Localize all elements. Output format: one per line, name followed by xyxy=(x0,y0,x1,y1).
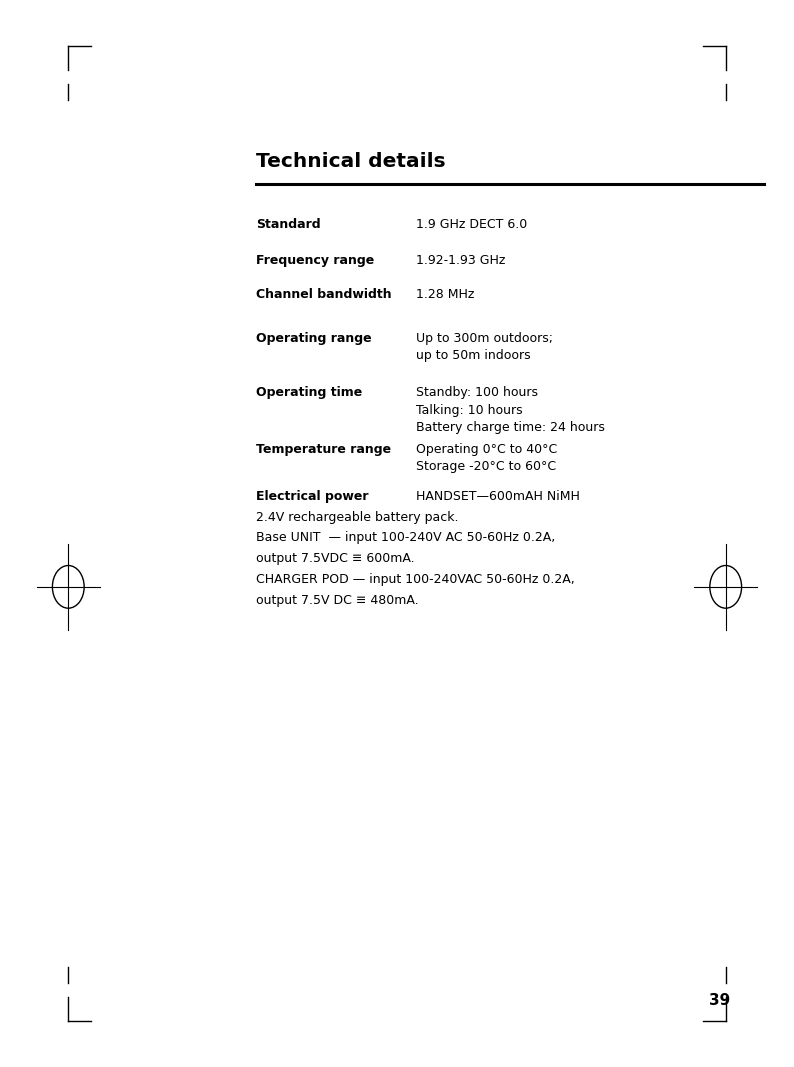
Text: Temperature range: Temperature range xyxy=(256,443,391,456)
Text: CHARGER POD — input 100-240VAC 50-60Hz 0.2A,: CHARGER POD — input 100-240VAC 50-60Hz 0… xyxy=(256,573,574,586)
Text: 39: 39 xyxy=(709,993,730,1008)
Text: HANDSET—600mAH NiMH: HANDSET—600mAH NiMH xyxy=(416,490,580,503)
Text: 1.92-1.93 GHz: 1.92-1.93 GHz xyxy=(416,254,506,267)
Text: output 7.5V DC ≡ 480mA.: output 7.5V DC ≡ 480mA. xyxy=(256,593,418,607)
Text: Base UNIT  — input 100-240V AC 50-60Hz 0.2A,: Base UNIT — input 100-240V AC 50-60Hz 0.… xyxy=(256,531,555,544)
Text: Standard: Standard xyxy=(256,218,320,230)
Text: output 7.5VDC ≡ 600mA.: output 7.5VDC ≡ 600mA. xyxy=(256,553,414,566)
Text: Up to 300m outdoors;
up to 50m indoors: Up to 300m outdoors; up to 50m indoors xyxy=(416,332,553,363)
Text: Frequency range: Frequency range xyxy=(256,254,374,267)
Text: 2.4V rechargeable battery pack.: 2.4V rechargeable battery pack. xyxy=(256,510,458,524)
Text: Standby: 100 hours
Talking: 10 hours
Battery charge time: 24 hours: Standby: 100 hours Talking: 10 hours Bat… xyxy=(416,386,605,434)
Text: Electrical power: Electrical power xyxy=(256,490,368,503)
Text: 1.9 GHz DECT 6.0: 1.9 GHz DECT 6.0 xyxy=(416,218,527,230)
Text: 1.28 MHz: 1.28 MHz xyxy=(416,288,475,301)
Text: Technical details: Technical details xyxy=(256,152,445,171)
Text: Channel bandwidth: Channel bandwidth xyxy=(256,288,391,301)
Text: Operating range: Operating range xyxy=(256,332,372,345)
Text: Operating 0°C to 40°C
Storage -20°C to 60°C: Operating 0°C to 40°C Storage -20°C to 6… xyxy=(416,443,557,474)
Text: Operating time: Operating time xyxy=(256,386,362,399)
